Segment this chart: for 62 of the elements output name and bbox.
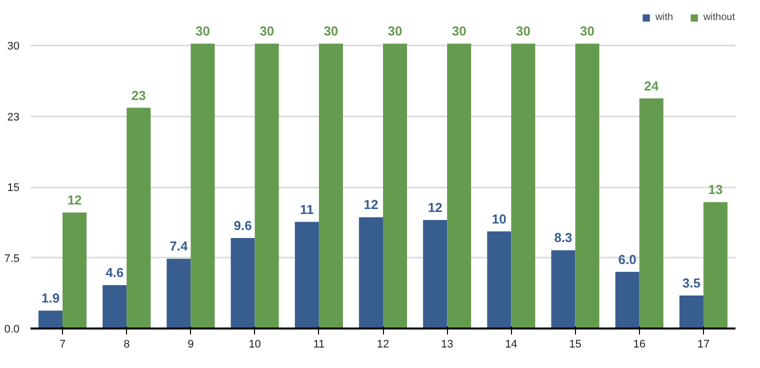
y-tick-label: 0.0	[4, 324, 20, 336]
bar	[62, 212, 87, 328]
data-label: 30	[516, 24, 530, 39]
data-label: 8.3	[554, 230, 572, 246]
bar	[447, 44, 472, 328]
bar	[318, 44, 343, 328]
bar	[358, 217, 383, 328]
bar	[639, 98, 664, 328]
legend-label: with	[655, 12, 674, 23]
x-tick-label: 16	[633, 338, 646, 350]
bar	[551, 250, 576, 328]
data-label: 30	[580, 24, 595, 39]
bar	[575, 44, 600, 328]
x-tick-label: 14	[505, 338, 518, 350]
bar	[294, 222, 319, 328]
data-label: 3.5	[682, 275, 700, 290]
data-label: 30	[196, 24, 210, 39]
bar	[383, 44, 408, 328]
data-label: 23	[131, 88, 146, 103]
bar	[102, 285, 127, 328]
x-tick-label: 15	[569, 338, 582, 350]
data-label: 30	[452, 24, 466, 39]
bar	[703, 202, 728, 328]
x-tick-label: 13	[440, 338, 454, 350]
data-label: 7.4	[170, 238, 189, 254]
bar	[126, 108, 151, 328]
data-label: 9.6	[234, 218, 252, 233]
data-label: 4.6	[106, 265, 124, 280]
bar	[487, 231, 512, 328]
x-tick-label: 7	[59, 338, 66, 350]
data-label: 12	[67, 192, 82, 208]
y-tick-label: 15	[7, 182, 20, 194]
bar	[254, 44, 279, 328]
data-label: 11	[300, 202, 314, 217]
data-label: 12	[428, 200, 442, 216]
data-label: 24	[644, 78, 660, 94]
x-tick-label: 10	[248, 338, 261, 350]
bar	[166, 258, 191, 328]
data-label: 10	[492, 211, 506, 226]
x-tick-label: 17	[697, 338, 710, 350]
data-label: 1.9	[41, 290, 60, 306]
y-tick-label: 30	[7, 40, 20, 53]
x-tick-label: 9	[188, 338, 194, 350]
bar	[511, 44, 536, 328]
legend-label: without	[703, 12, 735, 23]
data-label: 12	[364, 197, 378, 212]
bar	[190, 44, 215, 328]
data-label: 6.0	[618, 252, 636, 267]
bar	[230, 238, 255, 328]
data-label: 30	[324, 24, 338, 39]
data-label: 30	[388, 24, 402, 39]
data-label: 30	[260, 24, 274, 39]
y-tick-label: 23	[7, 111, 20, 124]
data-label: 13	[708, 182, 723, 198]
bar	[38, 310, 63, 328]
bar	[423, 220, 448, 328]
bar	[615, 272, 640, 328]
x-tick-label: 8	[124, 338, 130, 350]
x-tick-label: 11	[313, 338, 325, 350]
x-tick-label: 12	[376, 338, 390, 350]
y-tick-label: 7.5	[4, 252, 20, 265]
bar	[679, 295, 704, 328]
